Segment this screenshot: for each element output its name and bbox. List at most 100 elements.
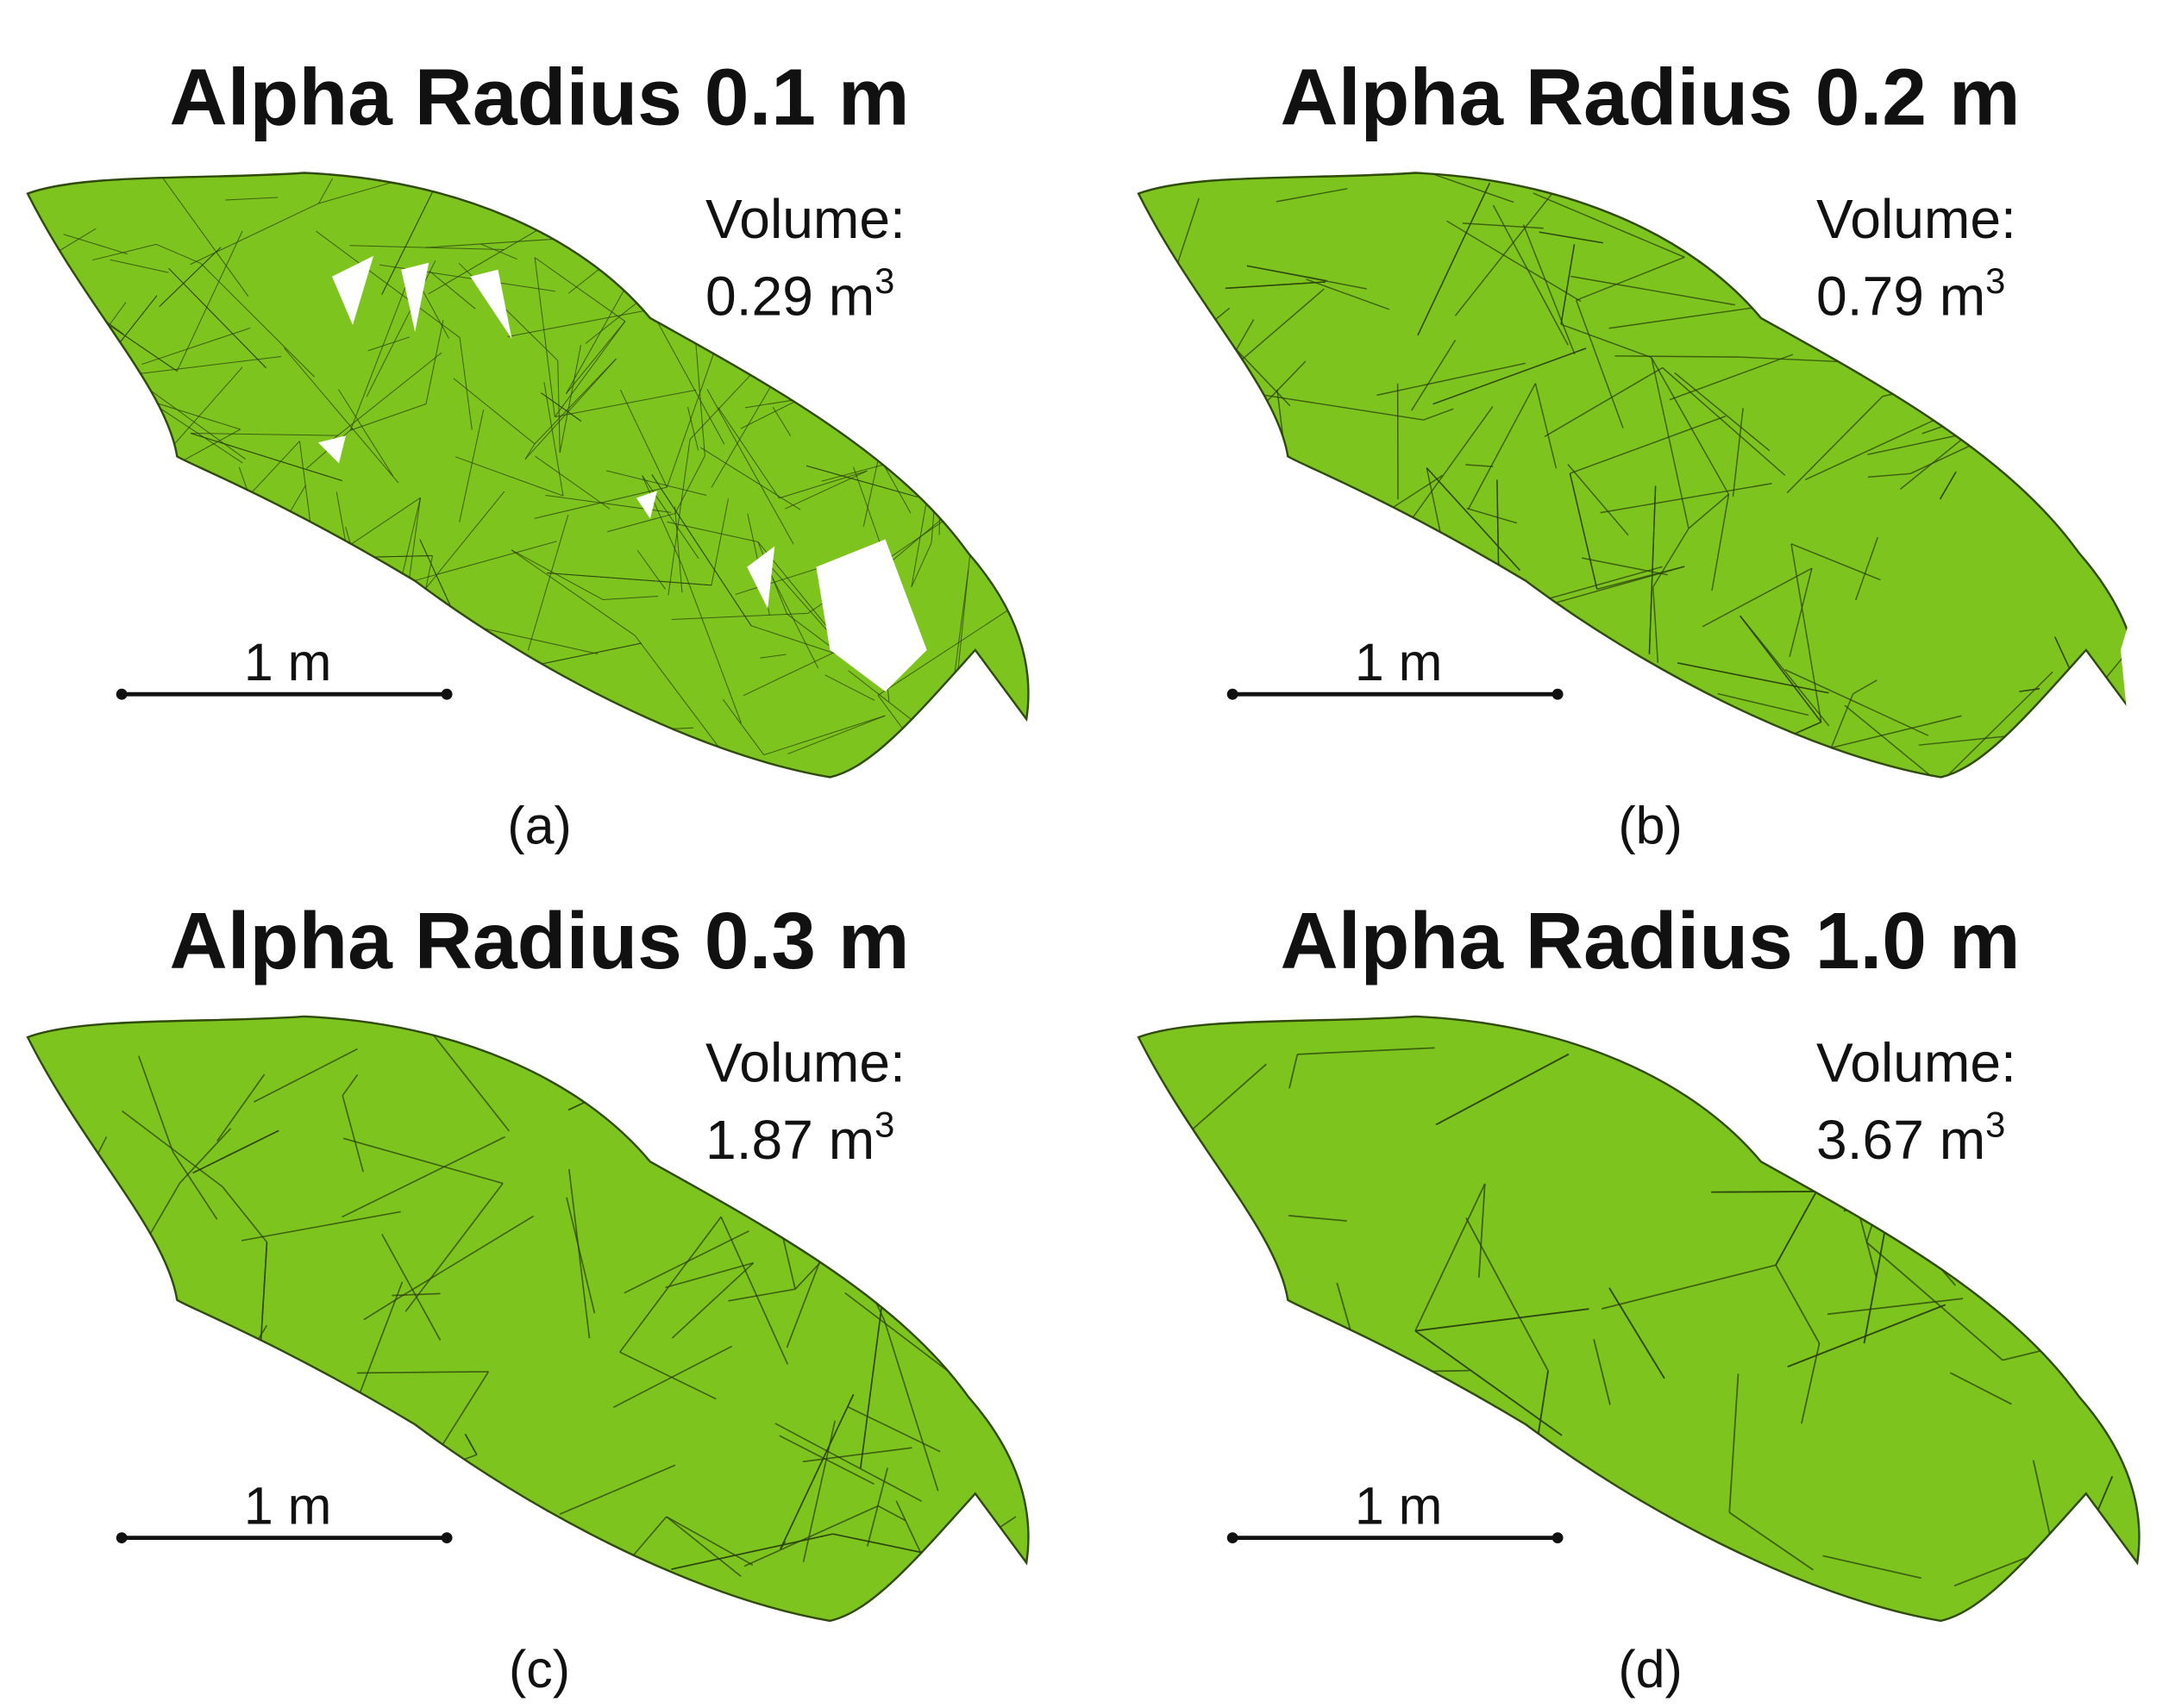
mesh-edge (607, 512, 676, 533)
mesh-edge (241, 1211, 401, 1242)
mesh-edge (200, 263, 316, 378)
volume-exponent: 3 (874, 260, 894, 301)
mesh-edge (605, 470, 707, 496)
mesh-edge (30, 598, 78, 629)
mesh-edge (1933, 1227, 2094, 1240)
mesh-edge (1276, 517, 1385, 524)
mesh-edge (1732, 408, 1744, 497)
mesh-edge (779, 1435, 874, 1486)
mesh-edge (330, 582, 366, 704)
mesh-edge (743, 1505, 879, 1567)
mesh-edge (671, 1533, 833, 1570)
mesh-edge (1790, 543, 1881, 581)
mesh-edge (1462, 222, 1544, 229)
mesh-edge (847, 1405, 941, 1453)
mesh-edge (342, 1136, 505, 1218)
mesh-edge (1600, 483, 1772, 514)
mesh-edge (1258, 393, 1424, 421)
mesh-edge (938, 1596, 1029, 1621)
mesh-edge (464, 1433, 478, 1455)
mesh-edge (128, 413, 162, 568)
mesh-edge (1314, 1458, 1330, 1562)
mesh-edge (37, 1179, 71, 1246)
mesh-edge (1414, 1308, 1589, 1332)
mesh-edge (524, 443, 536, 460)
mesh-edge (706, 389, 794, 545)
mesh-edge (327, 352, 442, 445)
mesh-edge (284, 347, 399, 484)
mesh-edge (671, 1262, 755, 1339)
mesh-edge (1337, 1578, 1454, 1606)
mesh-edge (566, 1197, 596, 1314)
mesh-edge (425, 1025, 511, 1132)
mesh-edge (40, 302, 127, 420)
mesh-edge (511, 549, 604, 600)
mesh-edge (94, 1501, 185, 1617)
mesh-edge (674, 506, 683, 593)
mesh-edge (254, 1048, 358, 1103)
mesh-edge (172, 1151, 218, 1220)
mesh-edge (1445, 220, 1582, 303)
mesh-edge (404, 1183, 504, 1312)
mesh-edge (2019, 688, 2040, 692)
mesh-edge (728, 1288, 796, 1302)
mesh-edge (392, 1292, 441, 1297)
mesh-edge (619, 1351, 717, 1400)
mesh-edge (559, 1464, 676, 1515)
mesh-edge (948, 310, 1021, 417)
mesh-edge (1197, 1337, 1364, 1391)
mesh-edge (1688, 493, 1729, 529)
mesh-edge (71, 379, 80, 439)
mesh-edge (1158, 697, 1315, 706)
mesh-edge (547, 572, 712, 586)
mesh-edge (554, 321, 626, 417)
mesh-edge (883, 1320, 939, 1492)
mesh-edge (802, 1447, 912, 1463)
mesh-edge (943, 1191, 1026, 1211)
mesh-edge (636, 549, 667, 590)
mesh-edge (91, 243, 157, 261)
mesh-edge (57, 642, 213, 653)
volume-label: Volume: (705, 188, 906, 250)
mesh-edge (718, 407, 780, 499)
mesh-edge (1698, 195, 1749, 263)
mesh-edge (381, 1233, 442, 1341)
mesh-edge (290, 733, 355, 757)
mesh-edge (190, 432, 339, 436)
mesh-edge (534, 358, 617, 445)
mesh-edge (72, 438, 135, 488)
mesh-edge (28, 622, 152, 754)
mesh-edge (1187, 1461, 1267, 1488)
mesh-edge (1867, 472, 1911, 479)
mesh-edge (1187, 1461, 1267, 1488)
mesh-edge (567, 1036, 724, 1111)
mesh-edge (1539, 231, 1603, 244)
mesh-edge (1533, 192, 1685, 258)
mesh-edge (386, 1016, 423, 1025)
panel: Alpha Radius 0.1 m Volume: 0.29 m3 1 m (a) (26, 52, 1030, 854)
mesh-edge (634, 635, 733, 766)
mesh-edge (1652, 586, 1659, 663)
mesh-edge (173, 1512, 185, 1621)
mesh-hole (636, 491, 657, 519)
mesh-edge (1652, 528, 1689, 588)
mesh-edge (1246, 265, 1327, 282)
mesh-edge (480, 243, 517, 260)
mesh-edge (222, 1186, 268, 1243)
scale-end (1552, 1532, 1564, 1544)
mesh-edge (47, 1248, 135, 1374)
mesh-edge (173, 1512, 185, 1621)
mesh-edge (60, 450, 168, 471)
mesh-edge (1488, 690, 1598, 762)
caption: (a) (507, 796, 571, 854)
volume-value: 0.29 m3 (705, 260, 894, 328)
mesh-edge (60, 450, 168, 471)
mesh-edge (2018, 731, 2109, 760)
mesh-edge (1156, 481, 1289, 600)
mesh-edge (1740, 615, 1830, 727)
mesh-edge (138, 1055, 174, 1153)
mesh-edge (534, 257, 555, 417)
mesh-edge (1156, 481, 1289, 600)
mesh-edge (216, 1073, 266, 1142)
mesh-edge (49, 1161, 87, 1320)
